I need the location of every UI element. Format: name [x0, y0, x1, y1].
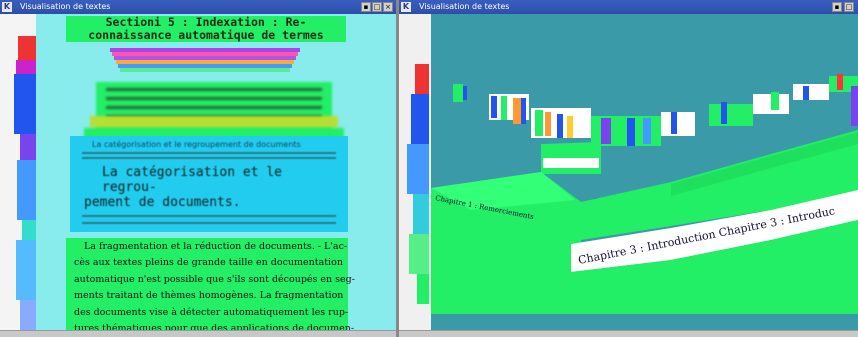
body-line: tures thématiques pour que des applicati…	[74, 323, 355, 331]
3d-text-scene: Chapitre 1 : Remerciements Chapitre 3 : …	[431, 74, 858, 314]
right-window-title: Visualisation de textes	[419, 2, 510, 11]
green-block	[431, 172, 597, 314]
chapter-title: La catégorisation et le regrou- pement d…	[84, 165, 334, 210]
left-viewport[interactable]: Sectioni 5 : Indexation : Re- connaissan…	[0, 14, 396, 331]
ribbon-band	[571, 190, 858, 272]
section-heading-line2: connaissance automatique de termes	[88, 28, 324, 42]
right-side-index-bar	[407, 64, 429, 304]
floating-block	[541, 142, 601, 174]
body-line: La fragmentation et la réduction de docu…	[84, 241, 348, 252]
left-titlebar[interactable]: K Visualisation de textes ▪ □ ×	[0, 0, 396, 14]
distant-segment-strip	[453, 74, 858, 146]
right-titlebar[interactable]: K Visualisation de textes ▪ □	[399, 0, 858, 14]
right-viewport[interactable]: Chapitre 1 : Remerciements Chapitre 3 : …	[399, 14, 858, 331]
minimize-icon[interactable]: ▪	[832, 2, 842, 12]
chapter-page: La catégorisation et le regroupement de …	[70, 136, 348, 232]
chapter-title-line1: La catégorisation et le regrou-	[102, 165, 283, 195]
body-line: cès aux textes pleins de grande taille e…	[74, 257, 343, 269]
left-window: K Visualisation de textes ▪ □ × Sectioni…	[0, 0, 396, 337]
section-heading-line1: Sectioni 5 : Indexation : Re-	[105, 15, 307, 29]
right-window: K Visualisation de textes ▪ □	[399, 0, 858, 337]
body-line: automatique n'est possible que s'ils son…	[74, 273, 355, 285]
minimize-icon[interactable]: ▪	[361, 2, 371, 12]
perspective-stack	[110, 48, 300, 74]
kde-icon[interactable]: K	[2, 2, 12, 12]
side-index-bar	[14, 34, 36, 331]
maximize-icon[interactable]: □	[844, 2, 854, 12]
body-line: ments traitant de thèmes homogènes. La f…	[74, 290, 344, 302]
main-text-page: La fragmentation et la réduction de docu…	[66, 238, 355, 331]
kde-icon[interactable]: K	[401, 2, 411, 12]
chapter-blurred-text: La catégorisation et le regroupement de …	[92, 140, 301, 149]
blurred-page-2	[90, 116, 338, 128]
body-line: des documents vise à détecter automatiqu…	[74, 306, 349, 318]
section-heading-block: Sectioni 5 : Indexation : Re- connaissan…	[66, 16, 346, 42]
close-icon[interactable]: ×	[383, 2, 393, 12]
ribbon-front	[571, 220, 858, 314]
chapter-title-line2: pement de documents.	[84, 195, 241, 210]
right-statusbar	[399, 330, 858, 337]
left-statusbar	[0, 330, 396, 337]
maximize-icon[interactable]: □	[372, 2, 382, 12]
left-window-title: Visualisation de textes	[20, 2, 111, 11]
window-divider	[396, 0, 399, 337]
